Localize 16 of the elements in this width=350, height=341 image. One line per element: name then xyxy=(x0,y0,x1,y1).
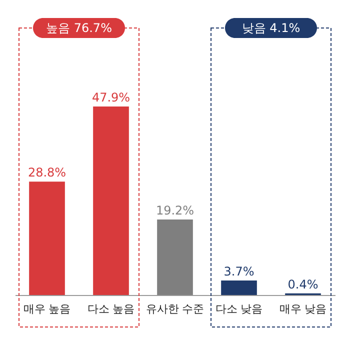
x-tick-label: 다소 높음 xyxy=(87,302,135,316)
bar xyxy=(221,280,257,295)
x-tick-label: 매우 높음 xyxy=(23,302,71,316)
x-tick-label: 유사한 수준 xyxy=(146,302,204,316)
text: 낮음 4.1% xyxy=(242,21,300,35)
data-label: 19.2% xyxy=(156,203,194,218)
data-label: 0.4% xyxy=(288,277,318,292)
data-label: 3.7% xyxy=(224,264,254,278)
bar xyxy=(157,219,193,295)
data-label: 47.9% xyxy=(92,90,130,105)
data-label: 28.8% xyxy=(28,166,66,180)
x-tick-label: 다소 낮음 xyxy=(215,302,263,316)
text: 높음 76.7% xyxy=(46,21,112,35)
x-tick-label: 매우 낮음 xyxy=(279,302,327,316)
bar xyxy=(93,106,129,295)
bar xyxy=(29,182,65,295)
